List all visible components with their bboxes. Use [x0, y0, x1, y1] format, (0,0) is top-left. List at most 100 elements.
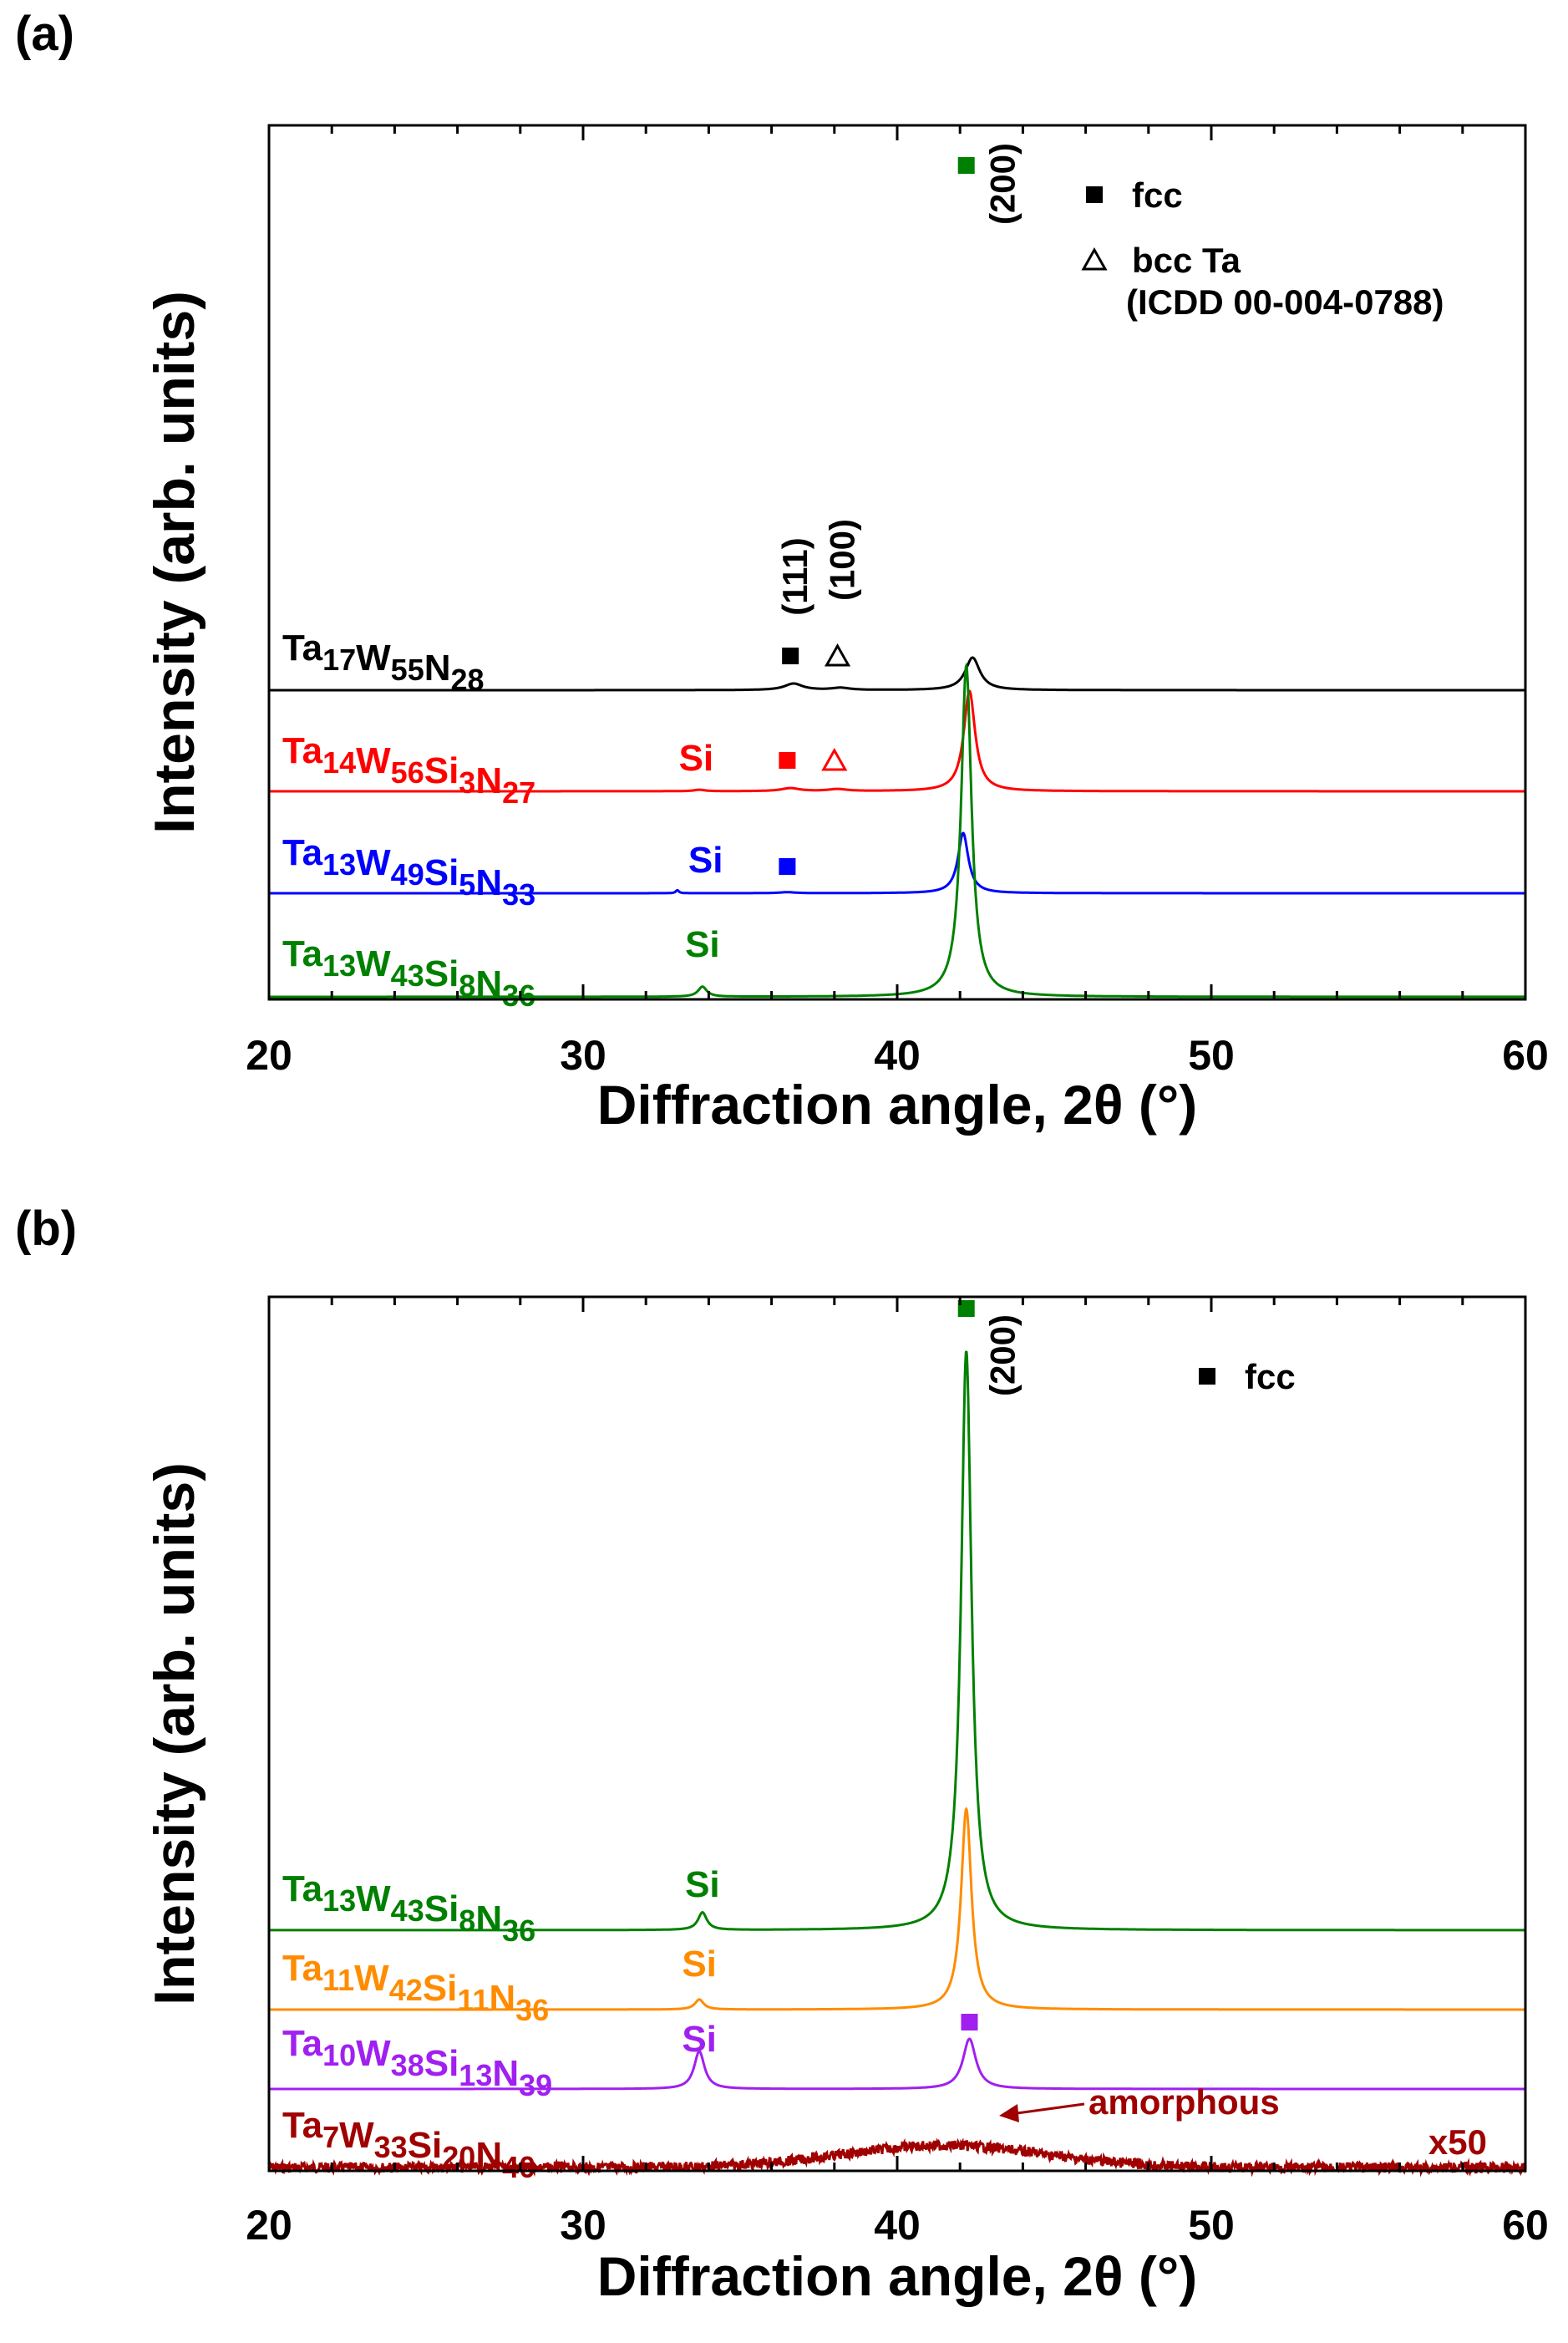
- element-symbol: N: [492, 2053, 519, 2094]
- fcc-marker: [957, 157, 975, 174]
- element-symbol: W: [356, 740, 391, 781]
- subscript: 13: [322, 847, 356, 882]
- amorphous-arrowhead: [999, 2104, 1019, 2122]
- si-label: Si: [685, 924, 720, 965]
- element-symbol: Si: [424, 852, 459, 893]
- series-label: Ta13W43Si8N36: [282, 933, 535, 1013]
- subscript: 3: [459, 765, 475, 800]
- peak-index-label: (200): [982, 143, 1022, 225]
- subscript: 43: [391, 958, 424, 993]
- fcc-marker: [1086, 186, 1103, 203]
- x-tick-label: 20: [246, 1032, 292, 1079]
- subscript: 13: [322, 948, 356, 983]
- subscript: 11: [457, 1983, 489, 2017]
- element-symbol: W: [356, 1878, 391, 1919]
- element-symbol: W: [339, 2115, 374, 2156]
- element-symbol: Si: [408, 2125, 443, 2166]
- element-symbol: Ta: [282, 2023, 323, 2064]
- element-symbol: N: [475, 2135, 502, 2176]
- series-label: Ta13W49Si5N33: [282, 832, 535, 912]
- subscript: 33: [502, 877, 535, 912]
- plot-frame: [267, 1295, 1527, 2173]
- x-tick-label: 60: [1502, 1032, 1549, 1079]
- element-symbol: Ta: [282, 628, 323, 668]
- subscript: 28: [451, 663, 485, 697]
- subscript: 42: [389, 1973, 423, 2007]
- element-symbol: W: [356, 842, 391, 883]
- series-label: Ta17W55N28: [282, 628, 485, 697]
- series-label: Ta14W56Si3N27: [282, 730, 535, 810]
- chart-panel: (a)Ta17W55N28Ta14W56Si3N27SiTa13W49Si5N3…: [15, 7, 1549, 1136]
- plot-area: [269, 656, 1525, 999]
- subscript: 38: [391, 2048, 424, 2082]
- subscript: 8: [459, 968, 475, 1003]
- subscript: 11: [322, 1963, 354, 1997]
- fcc-marker: [779, 858, 796, 875]
- series-line: [269, 689, 1525, 793]
- element-symbol: W: [356, 943, 391, 984]
- legend-label: fcc: [1245, 1357, 1296, 1396]
- subscript: 33: [374, 2130, 408, 2164]
- subscript: 40: [502, 2150, 535, 2184]
- element-symbol: N: [489, 1978, 515, 2019]
- subscript: 14: [322, 745, 356, 780]
- element-symbol: Ta: [282, 1948, 323, 1989]
- subscript: 39: [519, 2068, 552, 2102]
- element-symbol: Si: [424, 2043, 459, 2084]
- si-label: Si: [679, 738, 714, 779]
- element-symbol: Ta: [282, 1868, 323, 1909]
- element-symbol: Ta: [282, 832, 323, 873]
- series-label: Ta7W33Si20N40: [282, 2105, 535, 2184]
- subscript: 7: [322, 2120, 339, 2154]
- element-symbol: W: [356, 2033, 391, 2074]
- subscript: 27: [502, 775, 535, 810]
- subscript: 36: [502, 978, 535, 1013]
- element-symbol: Ta: [282, 2105, 323, 2146]
- legend-label: fcc: [1132, 175, 1183, 215]
- fcc-marker: [961, 2014, 978, 2030]
- element-symbol: N: [475, 1898, 502, 1939]
- element-symbol: W: [356, 638, 391, 679]
- element-symbol: Si: [424, 750, 459, 791]
- series-line: [269, 831, 1525, 895]
- subscript: 36: [502, 1914, 535, 1948]
- panel-label: (a): [15, 7, 74, 61]
- amorphous-label: amorphous: [1088, 2082, 1280, 2122]
- element-symbol: Ta: [282, 730, 323, 771]
- series-label: Ta13W43Si8N36: [282, 1868, 535, 1948]
- scale-factor-label: x50: [1428, 2122, 1487, 2162]
- si-label: Si: [682, 1944, 717, 1985]
- element-symbol: Ta: [282, 933, 323, 974]
- element-symbol: N: [475, 862, 502, 903]
- subscript: 13: [322, 1883, 356, 1918]
- x-tick-label: 60: [1502, 2202, 1549, 2249]
- si-label: Si: [682, 2019, 717, 2060]
- element-symbol: W: [354, 1958, 389, 1999]
- subscript: 55: [391, 653, 424, 687]
- x-tick-label: 40: [874, 1032, 921, 1079]
- legend-label: (ICDD 00-004-0788): [1126, 282, 1444, 322]
- bcc-marker: [1081, 246, 1108, 271]
- si-label: Si: [688, 840, 723, 881]
- subscript: 43: [391, 1893, 424, 1928]
- x-tick-label: 50: [1188, 2202, 1235, 2249]
- peak-index-label: (111): [775, 537, 814, 615]
- x-tick-label: 50: [1188, 1032, 1235, 1079]
- legend-label: bcc Ta: [1132, 241, 1241, 280]
- x-axis-label: Diffraction angle, 2θ (°): [597, 2245, 1197, 2307]
- x-tick-label: 30: [560, 2202, 606, 2249]
- fcc-marker: [957, 1300, 975, 1317]
- subscript: 49: [391, 857, 424, 892]
- element-symbol: Si: [424, 953, 459, 994]
- peak-index-label: (100): [822, 519, 861, 601]
- y-axis-label: Intensity (arb. units): [143, 291, 206, 834]
- fcc-marker: [779, 752, 796, 769]
- x-tick-label: 30: [560, 1032, 606, 1079]
- y-axis-label: Intensity (arb. units): [143, 1462, 206, 2005]
- fcc-marker: [1199, 1368, 1215, 1385]
- si-label: Si: [685, 1864, 720, 1905]
- panel-label: (b): [15, 1202, 77, 1256]
- element-symbol: Si: [423, 1968, 458, 2009]
- amorphous-arrow: [1010, 2102, 1085, 2116]
